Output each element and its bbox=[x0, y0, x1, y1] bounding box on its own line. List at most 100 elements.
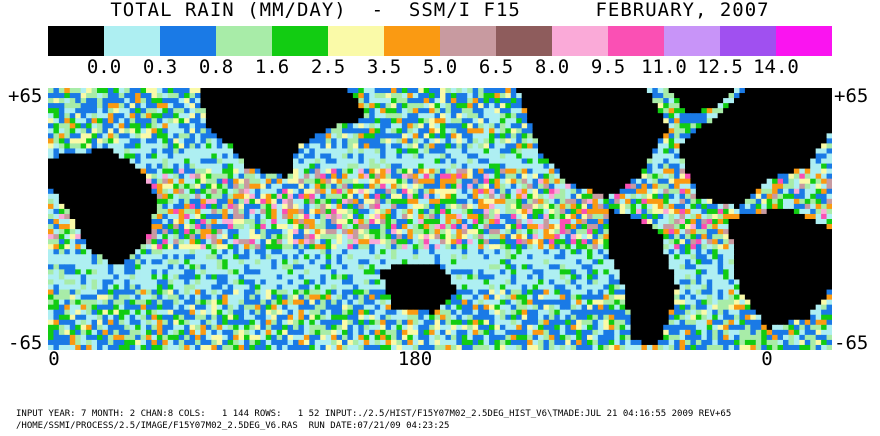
land-cell bbox=[734, 113, 740, 119]
rain-cell bbox=[216, 153, 223, 160]
land-cell bbox=[619, 113, 626, 119]
land-cell bbox=[216, 103, 223, 109]
rain-cell bbox=[396, 163, 403, 170]
land-cell bbox=[597, 148, 604, 154]
land-cell bbox=[619, 143, 626, 149]
rain-cell bbox=[472, 229, 479, 235]
rain-cell bbox=[739, 203, 746, 210]
rain-cell bbox=[151, 113, 158, 119]
rain-cell bbox=[499, 93, 506, 99]
rain-cell bbox=[401, 178, 408, 185]
land-cell bbox=[750, 229, 757, 235]
rain-cell bbox=[151, 168, 158, 175]
rain-cell bbox=[674, 249, 681, 255]
rain-cell bbox=[374, 113, 381, 119]
land-cell bbox=[723, 163, 730, 170]
rain-cell bbox=[690, 193, 697, 200]
land-cell bbox=[140, 198, 147, 205]
rain-cell bbox=[467, 153, 474, 160]
rain-cell bbox=[298, 224, 305, 230]
rain-cell bbox=[472, 128, 479, 134]
rain-cell bbox=[162, 173, 169, 180]
rain-cell bbox=[576, 224, 583, 230]
rain-cell bbox=[712, 113, 719, 119]
land-cell bbox=[358, 113, 365, 119]
rain-cell bbox=[189, 168, 196, 175]
rain-cell bbox=[505, 123, 512, 129]
rain-cell bbox=[587, 239, 593, 245]
land-cell bbox=[293, 148, 299, 154]
rain-cell bbox=[118, 123, 125, 129]
land-cell bbox=[293, 88, 299, 94]
land-cell bbox=[113, 213, 120, 220]
land-cell bbox=[777, 93, 784, 99]
rain-cell bbox=[293, 224, 299, 230]
rain-cell bbox=[363, 239, 370, 245]
rain-cell bbox=[532, 188, 539, 195]
land-cell bbox=[581, 93, 588, 99]
land-cell bbox=[570, 148, 577, 154]
rain-cell bbox=[461, 108, 468, 114]
land-cell bbox=[728, 168, 735, 175]
land-cell bbox=[657, 128, 664, 134]
rain-cell bbox=[151, 138, 158, 144]
land-cell bbox=[734, 254, 740, 260]
rain-cell bbox=[135, 148, 142, 154]
rain-cell bbox=[173, 213, 180, 220]
rain-cell bbox=[331, 259, 338, 265]
land-cell bbox=[761, 128, 768, 134]
rain-cell bbox=[265, 183, 272, 190]
rain-cell bbox=[434, 203, 441, 210]
land-cell bbox=[619, 213, 626, 220]
rain-cell bbox=[146, 113, 152, 119]
rain-cell bbox=[668, 163, 675, 170]
land-cell bbox=[527, 98, 534, 104]
rain-cell bbox=[216, 254, 223, 260]
rain-cell bbox=[358, 259, 365, 265]
rain-cell bbox=[472, 93, 479, 99]
rain-cell bbox=[167, 249, 174, 255]
rain-cell bbox=[527, 173, 534, 180]
rain-cell bbox=[434, 113, 441, 119]
land-cell bbox=[352, 98, 359, 104]
land-cell bbox=[80, 203, 87, 210]
rain-cell bbox=[467, 224, 474, 230]
rain-cell bbox=[423, 93, 430, 99]
land-cell bbox=[576, 133, 583, 139]
rain-cell bbox=[102, 98, 109, 104]
rain-cell bbox=[440, 138, 446, 144]
land-cell bbox=[761, 213, 768, 220]
rain-cell bbox=[450, 229, 457, 235]
rain-cell bbox=[407, 224, 414, 230]
rain-cell bbox=[538, 198, 544, 205]
land-cell bbox=[625, 249, 632, 255]
rain-cell bbox=[810, 173, 817, 180]
rain-cell bbox=[538, 239, 544, 245]
rain-cell bbox=[429, 138, 436, 144]
rain-cell bbox=[412, 188, 419, 195]
rain-cell bbox=[423, 138, 430, 144]
land-cell bbox=[265, 138, 272, 144]
rain-cell bbox=[826, 158, 832, 165]
rain-cell bbox=[467, 148, 474, 154]
rain-cell bbox=[499, 183, 506, 190]
rain-cell bbox=[352, 163, 359, 170]
rain-cell bbox=[189, 198, 196, 205]
rain-cell bbox=[461, 163, 468, 170]
rain-cell bbox=[320, 138, 327, 144]
rain-cell bbox=[265, 203, 272, 210]
rain-cell bbox=[543, 198, 550, 205]
rain-cell bbox=[265, 208, 272, 215]
rain-cell bbox=[391, 208, 397, 215]
rain-cell bbox=[657, 208, 664, 215]
land-cell bbox=[554, 88, 561, 94]
land-cell bbox=[124, 178, 131, 185]
land-cell bbox=[538, 93, 544, 99]
land-cell bbox=[265, 143, 272, 149]
rain-cell bbox=[227, 213, 234, 220]
rain-cell bbox=[636, 183, 642, 190]
land-cell bbox=[799, 229, 806, 235]
rain-cell bbox=[200, 203, 207, 210]
rain-cell bbox=[799, 173, 806, 180]
rain-cell bbox=[793, 168, 800, 175]
